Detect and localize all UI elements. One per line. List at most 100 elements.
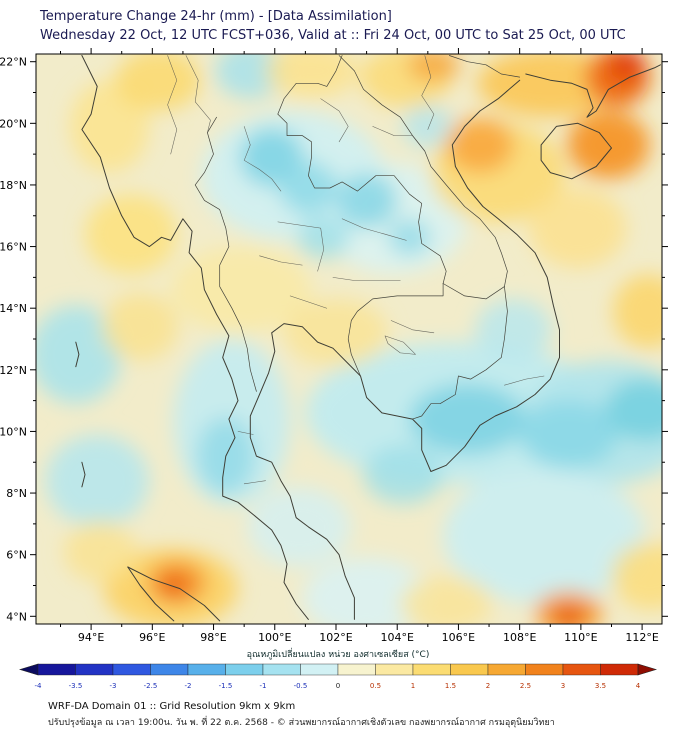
colorbar: อุณหภูมิเปลี่ยนแปลง หน่วย องศาเซลเซียส (… xyxy=(0,647,676,694)
anomaly-blob xyxy=(302,557,431,624)
anomaly-blob xyxy=(284,298,388,367)
anomaly-blob xyxy=(84,193,177,274)
coast-line xyxy=(81,461,86,488)
anomaly-blob xyxy=(611,541,662,610)
coast-line xyxy=(540,122,612,179)
coast-line xyxy=(525,63,661,118)
colorbar-segment xyxy=(75,663,114,675)
anomaly-blob xyxy=(297,215,350,259)
colorbar-segment xyxy=(337,663,376,675)
colorbar-title: อุณหภูมิเปลี่ยนแปลง หน่วย องศาเซลเซียส (… xyxy=(246,649,430,660)
colorbar-tick-label: 3 xyxy=(561,682,565,690)
colorbar-segment xyxy=(450,663,489,675)
border-line xyxy=(277,54,343,115)
admin-line xyxy=(243,480,266,484)
border-line xyxy=(277,113,447,284)
anomaly-blob xyxy=(407,53,460,82)
anomaly-blob xyxy=(69,79,150,173)
anomaly-blob xyxy=(45,434,150,527)
colorbar-tick-label: 1.5 xyxy=(445,682,456,690)
x-axis-label: 108°E xyxy=(503,631,536,644)
colorbar-tick-label: -4 xyxy=(35,682,43,690)
coast-line xyxy=(127,566,221,622)
y-axis-label: 18°N xyxy=(0,179,27,192)
admin-line xyxy=(504,375,545,386)
axes-layer: 94°E 96°E 98°E 100°E 102°E 104°E 106°E 108°E 110… xyxy=(0,47,668,644)
border-line xyxy=(412,285,508,420)
admin-line xyxy=(237,430,254,435)
y-axis-label: 4°N xyxy=(6,610,27,623)
domain-resolution-info: WRF-DA Domain 01 :: Grid Resolution 9km … xyxy=(48,700,296,712)
border-line xyxy=(442,282,505,299)
country-boundaries-layer xyxy=(75,54,661,622)
border-line xyxy=(194,116,257,392)
y-axis-label: 22°N xyxy=(0,55,27,68)
admin-line xyxy=(243,125,282,192)
admin-line xyxy=(289,295,328,309)
x-axis-label: 106°E xyxy=(442,631,475,644)
coast-line xyxy=(81,54,309,620)
anomaly-blob xyxy=(63,520,137,583)
y-axis-label: 8°N xyxy=(6,487,27,500)
colorbar-segment xyxy=(112,663,151,675)
anomaly-blob xyxy=(613,273,662,348)
map-canvas: 94°E 96°E 98°E 100°E 102°E 104°E 106°E 108°E 110… xyxy=(0,47,668,644)
admin-line xyxy=(277,221,324,272)
colorbar-segment xyxy=(37,663,76,675)
colorbar-segment xyxy=(300,663,339,675)
colorbar-tick-label: -0.5 xyxy=(294,682,308,690)
admin-line xyxy=(167,54,178,155)
product-title: Temperature Change 24-hr (mm) - [Data As… xyxy=(40,9,392,24)
admin-line xyxy=(185,54,211,133)
colorbar-tick-label: -1 xyxy=(260,682,267,690)
anomaly-blob xyxy=(443,468,646,604)
anomaly-blob xyxy=(388,218,431,256)
anomaly-blob xyxy=(475,298,552,361)
anomaly-blob xyxy=(160,574,188,596)
anomaly-blob xyxy=(400,575,493,624)
colorbar-segment xyxy=(600,663,639,675)
border-line xyxy=(448,54,521,78)
colorbar-segment xyxy=(562,663,601,675)
anomaly-blob xyxy=(401,104,454,148)
coast-line xyxy=(127,566,175,622)
map-frame xyxy=(35,53,663,625)
colorbar-segment xyxy=(375,663,414,675)
colorbar-tick-label: 1 xyxy=(411,682,415,690)
anomaly-blob xyxy=(528,187,627,268)
colorbar-tick-label: -2 xyxy=(185,682,192,690)
coast-line xyxy=(249,79,560,620)
anomaly-blob xyxy=(336,172,398,228)
x-axis-label: 102°E xyxy=(319,631,352,644)
colorbar-tick-label: -3 xyxy=(110,682,117,690)
product-subtitle: Wednesday 22 Oct, 12 UTC FCST+036, Valid… xyxy=(40,27,626,43)
x-axis-label: 98°E xyxy=(200,631,226,644)
admin-line xyxy=(332,276,401,281)
colorbar-tick-label: -1.5 xyxy=(219,682,233,690)
admin-line xyxy=(421,54,435,130)
y-axis-label: 12°N xyxy=(0,363,27,376)
weather-product-page: Temperature Change 24-hr (mm) - [Data As… xyxy=(0,0,676,728)
colorbar-tick-label: 2.5 xyxy=(520,682,531,690)
anomaly-blob xyxy=(446,116,514,173)
coast-line xyxy=(75,341,80,367)
admin-line xyxy=(259,255,303,266)
colorbar-right-arrow xyxy=(637,663,658,676)
x-axis-label: 112°E xyxy=(625,631,658,644)
colorbar-scale: -4 -3.5 -3 -2.5 -2 -1.5 -1 -0.5 0 0.5 1 1.5 2 2.5 3 3.5… xyxy=(18,663,658,690)
x-axis-label: 100°E xyxy=(258,631,291,644)
y-axis-label: 16°N xyxy=(0,240,27,253)
admin-line xyxy=(384,335,416,355)
anomaly-blob xyxy=(170,246,312,333)
x-axis-label: 96°E xyxy=(139,631,165,644)
header: Temperature Change 24-hr (mm) - [Data As… xyxy=(0,0,676,46)
admin-line xyxy=(372,125,426,152)
colorbar-segment xyxy=(262,663,301,675)
colorbar-tick-label: -2.5 xyxy=(144,682,158,690)
colorbar-segment xyxy=(150,663,189,675)
admin-line xyxy=(320,98,349,142)
border-line xyxy=(338,54,508,287)
admin-line xyxy=(390,319,435,333)
anomaly-blob xyxy=(115,53,202,111)
anomaly-blob xyxy=(247,486,352,567)
